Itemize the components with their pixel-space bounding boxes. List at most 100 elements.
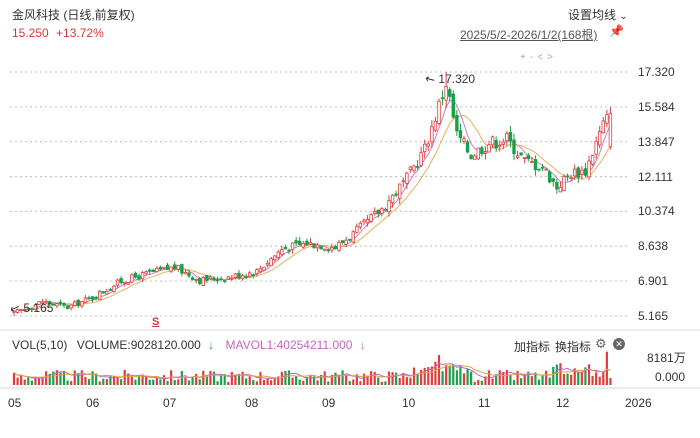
pin-icon[interactable]: 📌 (609, 24, 624, 38)
candle (544, 167, 548, 171)
candle (326, 248, 330, 254)
candle (198, 277, 202, 286)
volume-bar (95, 373, 98, 385)
volume-bar (73, 370, 76, 385)
candle (294, 237, 298, 247)
x-tick-label: 09 (322, 396, 336, 410)
candle (308, 238, 313, 246)
candle (108, 287, 113, 291)
candle (419, 146, 423, 168)
volume-bar (270, 380, 273, 385)
volume-bar (241, 371, 244, 385)
pan-right-icon[interactable]: > (547, 52, 557, 63)
candle (569, 174, 573, 181)
candle (301, 240, 305, 249)
volume-bar (91, 371, 94, 385)
volume-bar (466, 368, 469, 385)
volume-bar (284, 371, 287, 385)
volume-bar (159, 379, 162, 385)
candle (601, 117, 605, 134)
volume-bar (120, 379, 123, 385)
volume-ma-line (13, 364, 611, 379)
candle (526, 152, 530, 162)
candle (558, 181, 563, 193)
candle (137, 273, 141, 281)
candle (351, 230, 355, 244)
candle (387, 195, 391, 217)
volume-bar (566, 373, 569, 385)
candle (487, 140, 491, 153)
candle (408, 165, 413, 173)
candle (280, 245, 284, 257)
volume-bar (595, 372, 598, 385)
candle (490, 135, 495, 148)
candle (133, 271, 138, 279)
candle (112, 284, 116, 293)
close-icon[interactable]: ✕ (613, 338, 625, 350)
volume-bar (280, 371, 283, 385)
volume-bar (505, 370, 508, 385)
volume-bar (502, 371, 505, 385)
volume-bar (452, 364, 455, 385)
candle (262, 266, 266, 272)
volume-bar (562, 374, 566, 385)
volume-bar (423, 367, 426, 385)
volume-bar (323, 371, 326, 385)
gear-icon[interactable]: ⚙ (595, 336, 607, 351)
volume-bar (320, 374, 323, 385)
volume-axis-top: 8181万 (647, 351, 686, 365)
candle (590, 154, 595, 166)
candle (473, 154, 477, 160)
volume-bar (591, 375, 594, 385)
volume-bar (516, 370, 519, 385)
candle (505, 131, 509, 147)
candle (587, 155, 591, 181)
candle (237, 269, 241, 280)
volume-bar (41, 376, 44, 385)
volume-bar (202, 370, 205, 385)
volume-bar (262, 379, 266, 385)
candle (508, 125, 513, 148)
candle (540, 164, 545, 172)
candle (101, 291, 105, 294)
volume-bar (559, 363, 562, 385)
volume-bar (173, 380, 176, 385)
candle (58, 299, 63, 307)
volume-bar (498, 370, 501, 385)
volume-bar (409, 377, 412, 385)
change-indicator-button[interactable]: 换指标 (555, 340, 592, 354)
candle (173, 261, 177, 271)
candle (551, 177, 555, 187)
x-tick-label: 10 (402, 396, 416, 410)
volume-bar (109, 375, 112, 385)
candle (319, 245, 323, 250)
volume-bar (416, 374, 419, 385)
add-indicator-button[interactable]: 加指标 (514, 340, 551, 354)
candle (605, 109, 609, 127)
candle (426, 140, 430, 152)
volume-bar (291, 377, 294, 385)
candle (405, 171, 409, 190)
zoom-out-icon[interactable]: - (529, 52, 538, 63)
candle (369, 213, 373, 224)
settings-ma-button[interactable]: 设置均线 ⌄ (568, 6, 628, 23)
arrow-icon: ↖ (422, 70, 438, 88)
volume-bar (395, 372, 398, 385)
volume-bar (52, 371, 55, 385)
sell-marker: S (152, 316, 160, 328)
volume-bar (84, 376, 87, 385)
settings-ma-label: 设置均线 (568, 8, 617, 22)
zoom-in-icon[interactable]: + (520, 52, 530, 63)
volume-bar (230, 371, 233, 385)
date-range: 2025/5/2-2026/1/2(168根) (460, 28, 598, 42)
volume-bar (316, 380, 319, 385)
candle (62, 302, 66, 309)
volume-bar (441, 371, 444, 385)
pan-left-icon[interactable]: < (537, 52, 548, 63)
volume-bar (20, 375, 23, 385)
candle (469, 154, 473, 160)
volume-bar (473, 381, 476, 385)
candle (437, 98, 441, 125)
volume-bar (427, 367, 430, 385)
